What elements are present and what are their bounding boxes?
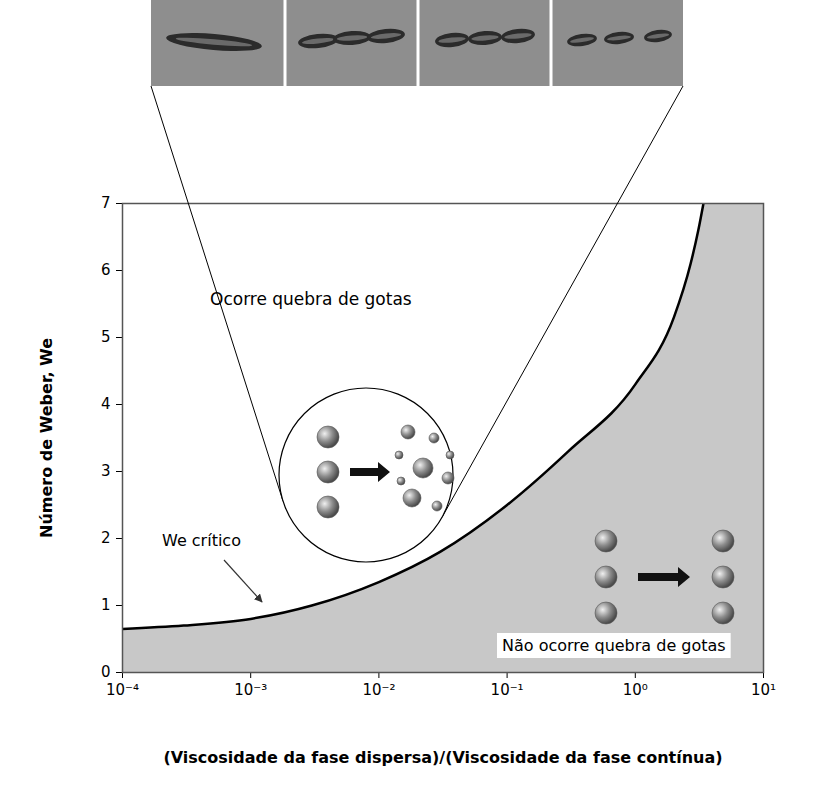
svg-text:7: 7 [101, 194, 111, 212]
svg-text:4: 4 [101, 395, 111, 413]
svg-text:3: 3 [101, 462, 111, 480]
svg-text:0: 0 [101, 663, 111, 681]
svg-text:2: 2 [101, 529, 111, 547]
svg-text:1: 1 [101, 596, 111, 614]
svg-text:10⁻⁴: 10⁻⁴ [106, 681, 139, 699]
svg-text:10⁰: 10⁰ [623, 681, 648, 699]
svg-text:6: 6 [101, 261, 111, 279]
svg-text:10¹: 10¹ [751, 681, 776, 699]
svg-text:10⁻²: 10⁻² [362, 681, 395, 699]
svg-text:Número de Weber, We: Número de Weber, We [37, 338, 56, 538]
svg-text:We crítico: We crítico [162, 531, 241, 550]
svg-text:Ocorre quebra de gotas: Ocorre quebra de gotas [210, 289, 412, 309]
svg-text:5: 5 [101, 328, 111, 346]
svg-text:10⁻¹: 10⁻¹ [491, 681, 524, 699]
svg-text:Não ocorre quebra de gotas: Não ocorre quebra de gotas [502, 636, 726, 655]
svg-text:10⁻³: 10⁻³ [234, 681, 267, 699]
svg-text:(Viscosidade da fase dispersa): (Viscosidade da fase dispersa)/(Viscosid… [163, 748, 722, 767]
